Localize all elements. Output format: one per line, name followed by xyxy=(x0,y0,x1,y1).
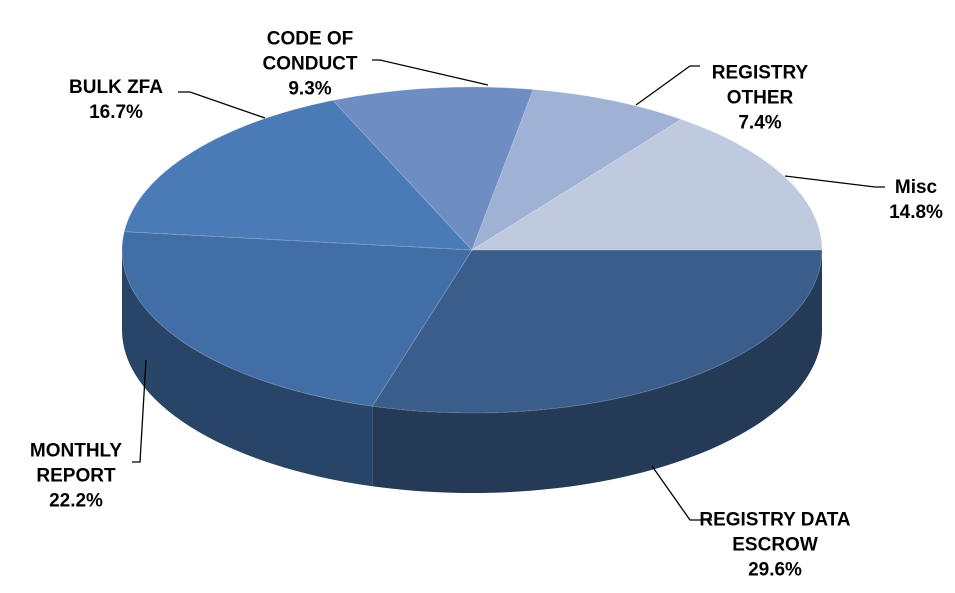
leader-line xyxy=(784,175,885,188)
leader-line xyxy=(651,465,712,521)
slice xyxy=(471,88,683,252)
leader-line xyxy=(132,359,147,463)
leader-line xyxy=(178,91,266,119)
percent-label: 14.8% xyxy=(889,202,943,223)
slice xyxy=(371,249,823,414)
category-label: REGISTRY OTHER xyxy=(711,62,809,109)
slice xyxy=(123,99,474,251)
category-label: MONTHLY REPORT xyxy=(29,440,123,487)
category-label: CODE OF CONDUCT xyxy=(262,28,358,75)
percent-label: 16.7% xyxy=(89,102,143,123)
percent-label: 9.3% xyxy=(288,78,332,100)
data-label: REGISTRY DATA ESCROW 29.6% xyxy=(695,508,855,583)
leader-line xyxy=(372,59,489,86)
data-label: MONTHLY REPORT 22.2% xyxy=(11,439,141,514)
data-label: CODE OF CONDUCT 9.3% xyxy=(250,27,370,102)
data-label: BULK ZFA 16.7% xyxy=(56,75,176,125)
percent-label: 22.2% xyxy=(49,490,103,512)
leader-line xyxy=(635,65,700,106)
slice-side xyxy=(122,250,373,487)
slice-side xyxy=(372,250,822,493)
category-label: Misc xyxy=(894,177,938,198)
slice xyxy=(332,86,534,251)
category-label: REGISTRY DATA ESCROW xyxy=(699,509,851,556)
category-label: BULK ZFA xyxy=(69,77,163,98)
slice xyxy=(121,231,473,407)
percent-label: 7.4% xyxy=(738,112,782,134)
percent-label: 29.6% xyxy=(748,559,802,581)
data-label: REGISTRY OTHER 7.4% xyxy=(695,61,825,136)
slice xyxy=(470,118,823,251)
data-label: Misc 14.8% xyxy=(876,175,955,225)
